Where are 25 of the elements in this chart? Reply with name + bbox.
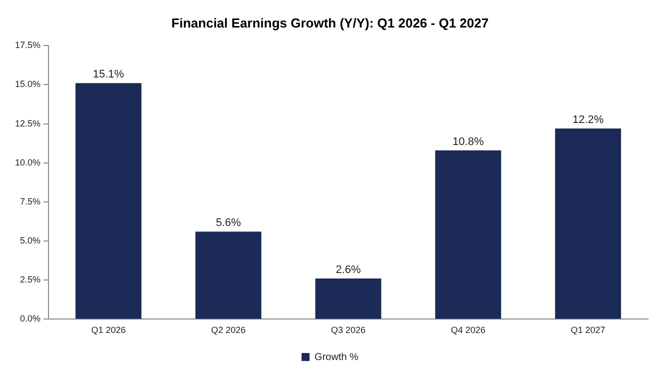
y-tick-label: 10.0%	[14, 157, 41, 168]
data-label: 2.6%	[336, 264, 362, 276]
bar	[435, 150, 502, 319]
x-tick-label: Q1 2027	[570, 325, 606, 336]
data-label: 12.2%	[572, 114, 604, 126]
data-label: 10.8%	[452, 136, 484, 148]
x-tick-label: Q3 2026	[330, 325, 366, 336]
x-tick-label: Q2 2026	[211, 325, 246, 336]
chart-title: Financial Earnings Growth (Y/Y): Q1 2026 - Q1 2027	[171, 15, 489, 30]
bar	[195, 232, 262, 319]
bar	[555, 128, 622, 319]
y-tick-label: 12.5%	[14, 118, 41, 128]
data-label: 5.6%	[216, 217, 242, 230]
y-tick-label: 15.0%	[14, 79, 41, 90]
bar	[315, 278, 382, 319]
y-tick-label: 0.0%	[20, 314, 41, 324]
y-tick-label: 5.0%	[20, 236, 41, 246]
bar	[75, 83, 142, 319]
y-tick-label: 7.5%	[20, 196, 41, 206]
y-tick-label: 2.5%	[20, 274, 41, 285]
x-tick-label: Q1 2026	[91, 325, 126, 336]
x-tick-label: Q4 2026	[450, 325, 486, 336]
data-label: 15.1%	[92, 68, 124, 81]
legend-label: Growth %	[314, 352, 359, 363]
y-tick-label: 17.5%	[14, 40, 41, 50]
